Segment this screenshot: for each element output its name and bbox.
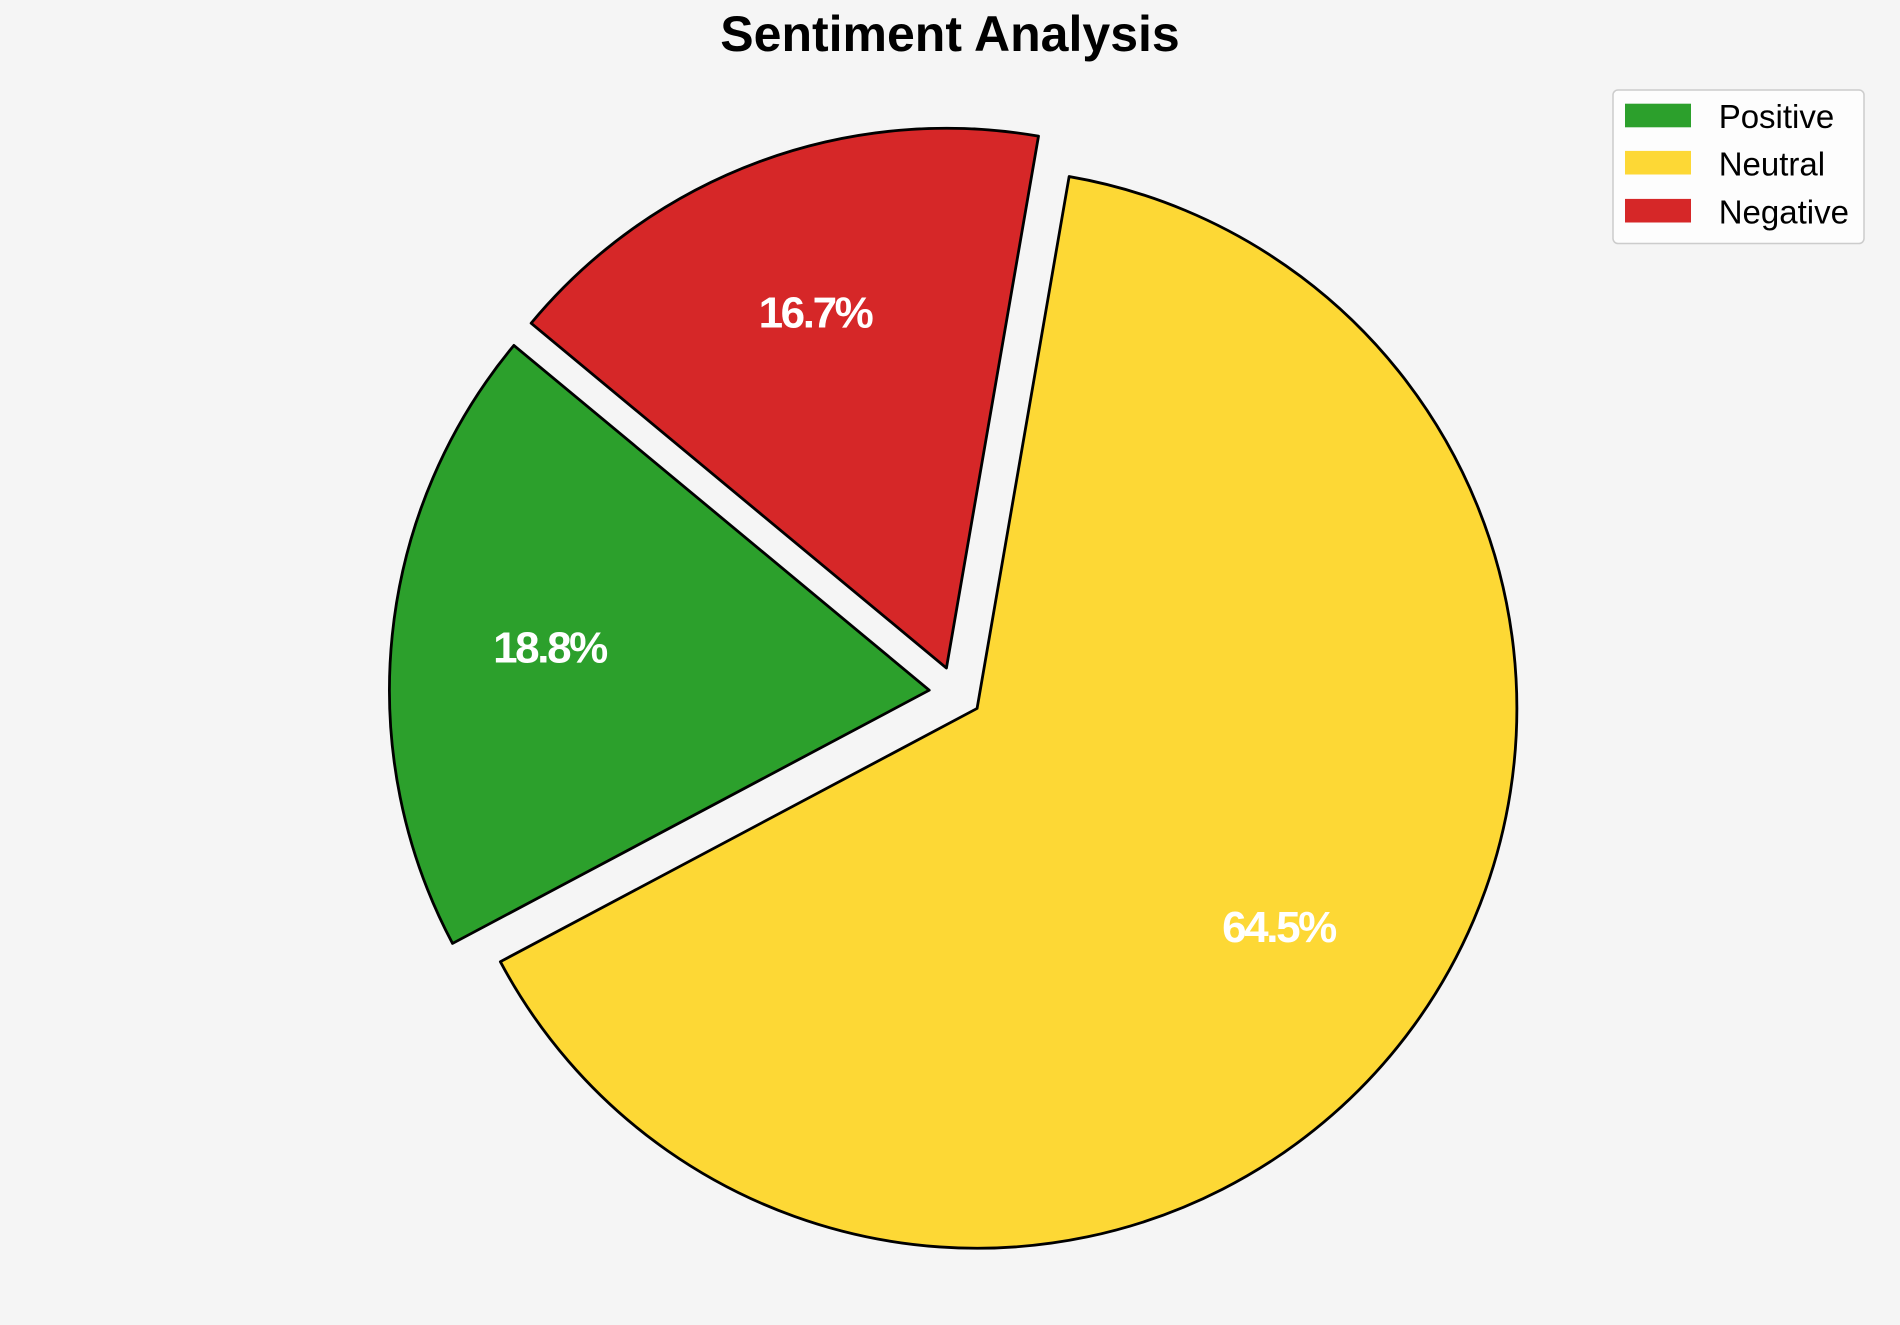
svg-text:Neutral: Neutral xyxy=(1719,146,1825,183)
svg-text:Positive: Positive xyxy=(1719,98,1835,135)
svg-text:18.8%: 18.8% xyxy=(493,623,607,672)
svg-text:Sentiment Analysis: Sentiment Analysis xyxy=(720,6,1179,62)
svg-text:64.5%: 64.5% xyxy=(1222,903,1336,952)
svg-text:16.7%: 16.7% xyxy=(759,289,873,338)
svg-text:Negative: Negative xyxy=(1719,193,1849,230)
